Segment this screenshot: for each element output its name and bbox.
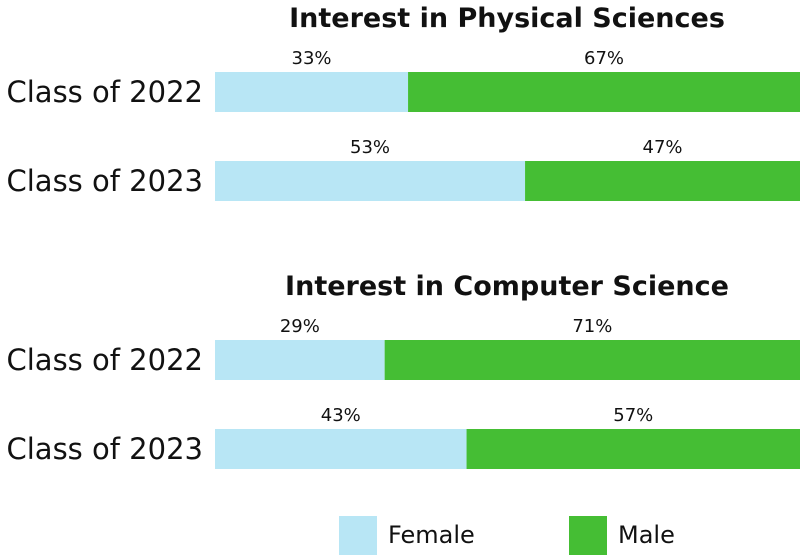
data-label: 47%	[643, 137, 683, 158]
legend-label: Female	[388, 521, 475, 549]
bar-segment-female	[215, 161, 526, 201]
chart-panel: Interest in Physical Sciences Class of 20…	[7, 3, 800, 201]
category-label: Class of 2022	[7, 75, 204, 109]
chart-panel: Interest in Computer Science Class of 202…	[7, 271, 800, 469]
chart-panels: Interest in Physical Sciences Class of 20…	[7, 3, 800, 469]
data-label: 57%	[613, 405, 653, 426]
chart-title: Interest in Computer Science	[285, 271, 729, 302]
data-label: 29%	[280, 316, 320, 337]
category-label: Class of 2023	[7, 432, 204, 466]
bar-segment-female	[215, 72, 409, 112]
legend-swatch-male	[569, 516, 607, 555]
bar-segment-female	[215, 340, 385, 380]
bar-segment-female	[215, 429, 467, 469]
category-label: Class of 2022	[7, 343, 204, 377]
category-label: Class of 2023	[7, 164, 204, 198]
data-label: 71%	[572, 316, 612, 337]
data-label: 43%	[321, 405, 361, 426]
bar-segment-male	[408, 72, 800, 112]
data-label: 67%	[584, 48, 624, 69]
data-label: 33%	[292, 48, 332, 69]
bar-segment-male	[384, 340, 800, 380]
legend-swatch-female	[339, 516, 377, 555]
bar-segment-male	[466, 429, 800, 469]
legend-label: Male	[618, 521, 675, 549]
chart-title: Interest in Physical Sciences	[289, 3, 725, 34]
data-label: 53%	[350, 137, 390, 158]
bar-segment-male	[525, 161, 800, 201]
legend: Female Male	[339, 516, 675, 555]
